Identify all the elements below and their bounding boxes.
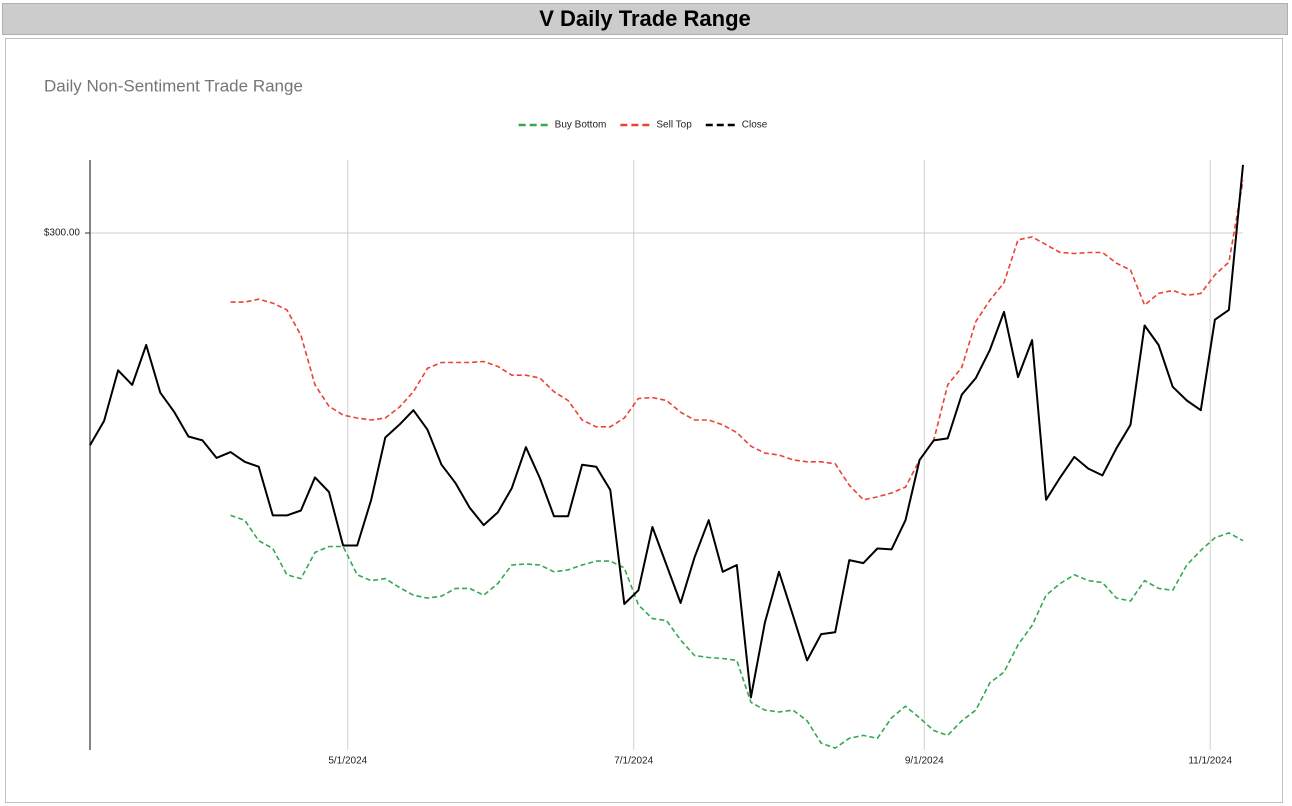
series-line — [230, 180, 1244, 501]
series-line — [89, 164, 1244, 699]
x-tick-label: 7/1/2024 — [614, 756, 653, 767]
y-tick-label: $300.00 — [44, 228, 81, 239]
legend-label: Close — [742, 120, 768, 131]
chart-frame — [5, 38, 1283, 803]
legend-label: Buy Bottom — [555, 120, 607, 131]
x-tick-label: 5/1/2024 — [328, 756, 367, 767]
chart-title: Daily Non-Sentiment Trade Range — [44, 76, 303, 95]
sheet-header: V Daily Trade Range — [2, 3, 1288, 35]
series-line — [230, 514, 1244, 749]
legend-label: Sell Top — [656, 120, 692, 131]
x-tick-label: 11/1/2024 — [1188, 756, 1232, 767]
sheet-title: V Daily Trade Range — [539, 6, 751, 31]
x-tick-label: 9/1/2024 — [905, 756, 944, 767]
